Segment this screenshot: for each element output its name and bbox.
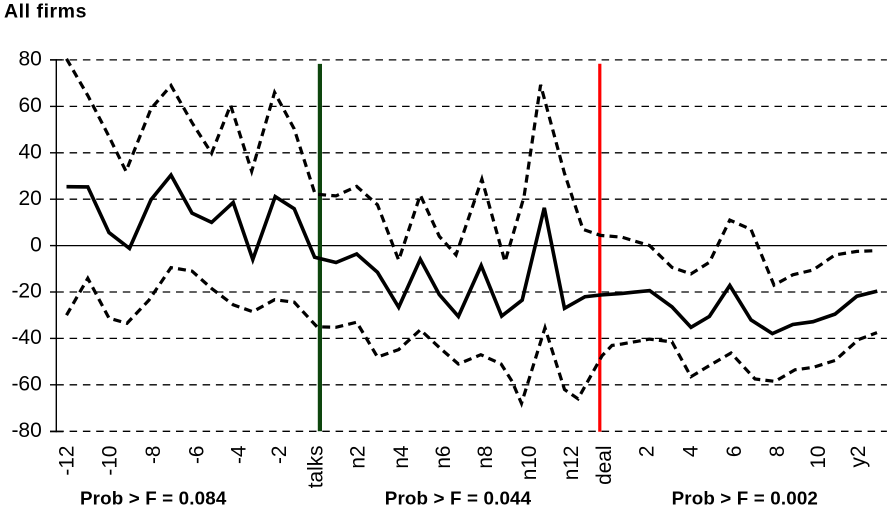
svg-text:8: 8 <box>766 446 789 458</box>
svg-text:-6: -6 <box>185 446 208 465</box>
svg-text:-10: -10 <box>99 446 122 476</box>
svg-text:deal: deal <box>593 446 616 485</box>
svg-text:6: 6 <box>723 446 746 458</box>
svg-text:-60: -60 <box>11 373 41 396</box>
svg-text:y2: y2 <box>847 446 870 468</box>
svg-text:n4: n4 <box>390 446 413 469</box>
svg-text:n8: n8 <box>474 446 497 469</box>
svg-text:-20: -20 <box>11 280 41 303</box>
svg-text:Prob > F = 0.084: Prob > F = 0.084 <box>80 487 227 508</box>
svg-text:0: 0 <box>30 233 42 256</box>
svg-text:-8: -8 <box>142 446 165 465</box>
svg-text:20: 20 <box>18 187 41 210</box>
svg-text:40: 40 <box>18 141 41 164</box>
svg-text:60: 60 <box>18 94 41 117</box>
svg-text:All firms: All firms <box>4 1 87 23</box>
svg-text:-80: -80 <box>11 419 41 442</box>
svg-text:-2: -2 <box>268 446 291 465</box>
svg-text:Prob > F = 0.044: Prob > F = 0.044 <box>385 487 532 508</box>
svg-text:Prob > F = 0.002: Prob > F = 0.002 <box>672 487 818 508</box>
svg-text:-12: -12 <box>56 446 79 476</box>
svg-text:n12: n12 <box>560 446 583 481</box>
svg-text:-40: -40 <box>11 326 41 349</box>
svg-text:n2: n2 <box>347 446 370 469</box>
svg-text:10: 10 <box>807 446 830 469</box>
svg-text:80: 80 <box>18 48 41 71</box>
svg-text:talks: talks <box>305 446 328 489</box>
svg-text:-4: -4 <box>228 446 251 465</box>
svg-text:n10: n10 <box>518 446 541 481</box>
svg-text:n6: n6 <box>432 446 455 469</box>
svg-text:2: 2 <box>636 446 659 458</box>
svg-text:4: 4 <box>680 446 703 458</box>
